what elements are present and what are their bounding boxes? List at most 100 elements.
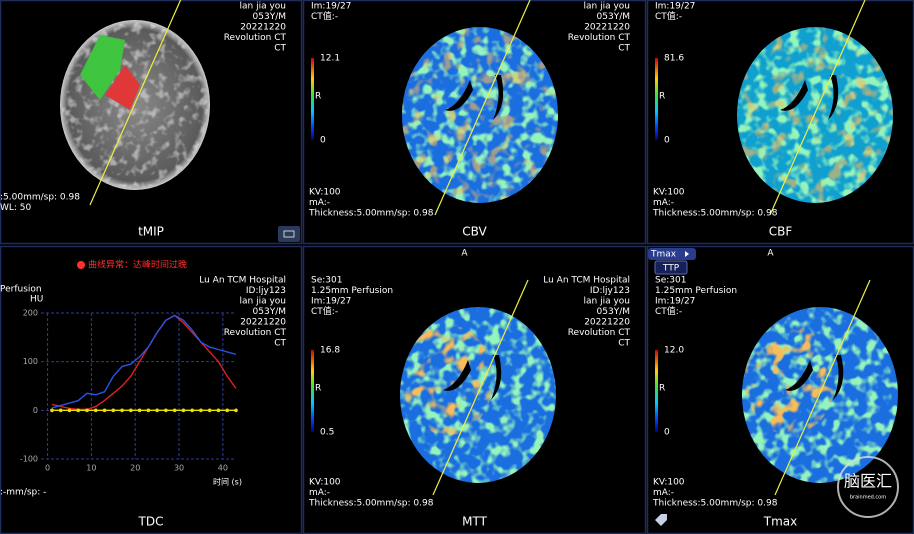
data-point xyxy=(155,408,159,413)
reference-line xyxy=(774,279,871,496)
brain-hot xyxy=(745,325,835,435)
data-point xyxy=(199,408,203,413)
info-text: Thickness:5.00mm/sp: 0.98 xyxy=(652,209,778,219)
image-area xyxy=(737,0,893,216)
info-text: 053Y/M xyxy=(253,307,286,317)
y-axis-label: HU xyxy=(30,295,43,305)
info-text: 20221220 xyxy=(584,318,630,328)
print-icon xyxy=(283,230,295,238)
brain-hot xyxy=(737,27,893,203)
color-bar xyxy=(655,350,658,432)
scale-max: 12.0 xyxy=(664,346,684,356)
tab-label[interactable]: Tmax xyxy=(650,250,677,260)
info-text: Revolution CT xyxy=(224,33,287,43)
y-tick-label: 100 xyxy=(23,357,38,366)
info-text: Lu An TCM Hospital xyxy=(543,276,630,286)
info-text: mA:- xyxy=(309,488,330,498)
info-text: CT xyxy=(274,44,286,54)
info-text: CT值:- xyxy=(311,10,338,22)
info-text: mA:- xyxy=(309,198,330,208)
info-text: KV:100 xyxy=(653,188,685,198)
ventricle xyxy=(785,355,844,400)
scale-max: 12.1 xyxy=(320,54,340,64)
ventricle xyxy=(443,355,502,400)
reference-line xyxy=(769,0,866,216)
data-point xyxy=(234,408,238,413)
tab[interactable] xyxy=(654,260,688,275)
info-text: :5.00mm/sp: 0.98 xyxy=(0,193,80,203)
data-point xyxy=(85,408,89,413)
brain-hot xyxy=(403,325,493,435)
info-text: Se:301 xyxy=(311,276,342,286)
data-point xyxy=(93,408,98,413)
info-text: 20221220 xyxy=(240,318,286,328)
info-text: lan jia you xyxy=(240,297,287,307)
data-point xyxy=(181,408,186,413)
data-point xyxy=(146,408,151,413)
image-area xyxy=(402,0,558,216)
x-tick-label: 20 xyxy=(130,464,140,473)
info-text: lan jia you xyxy=(584,297,631,307)
data-line xyxy=(51,314,237,411)
scale-min: 0.5 xyxy=(320,428,334,438)
info-text: :-mm/sp: - xyxy=(0,488,46,498)
scale-min: 0 xyxy=(320,136,326,146)
data-point xyxy=(129,408,133,413)
tag-icon[interactable] xyxy=(655,514,667,526)
watermark: 脑医汇 xyxy=(844,472,892,491)
panel-label: TDC xyxy=(138,515,164,529)
info-text: Im:19/27 xyxy=(311,2,351,12)
info-text: KV:100 xyxy=(309,478,341,488)
info-text: WL: 50 xyxy=(0,203,32,213)
color-bar xyxy=(311,350,314,432)
print-button[interactable] xyxy=(278,226,300,242)
info-text: Thickness:5.00mm/sp: 0.98 xyxy=(652,499,778,509)
info-text: 20221220 xyxy=(584,23,630,33)
scale-max: 81.6 xyxy=(664,54,684,64)
tab[interactable] xyxy=(648,248,696,260)
panel-label: Tmax xyxy=(763,515,797,529)
info-text: 053Y/M xyxy=(253,12,286,22)
data-point xyxy=(207,408,212,413)
info-text: ID:ljy123 xyxy=(590,286,630,296)
color-bar xyxy=(655,58,658,140)
ventricle xyxy=(445,75,504,120)
data-point xyxy=(172,408,177,413)
alert-text: 曲线异常：达峰时间过晚 xyxy=(88,259,187,271)
info-text: CT xyxy=(618,44,630,54)
reference-line xyxy=(432,279,529,496)
data-point xyxy=(50,408,54,413)
info-text: Revolution CT xyxy=(568,328,631,338)
info-text: Revolution CT xyxy=(568,33,631,43)
scale-mid: R xyxy=(659,92,665,102)
tab-arrow xyxy=(685,251,689,257)
orientation: A xyxy=(461,249,468,259)
x-tick-label: 40 xyxy=(218,464,228,473)
panel-label: tMIP xyxy=(138,225,164,239)
info-text: lan jia you xyxy=(240,2,287,12)
info-text: mA:- xyxy=(653,488,674,498)
info-text: Se:301 xyxy=(655,276,686,286)
info-text: CT xyxy=(618,339,630,349)
info-text: CT值:- xyxy=(655,305,682,317)
watermark-ring xyxy=(837,456,899,518)
data-point xyxy=(111,408,116,413)
brain-texture xyxy=(62,22,208,188)
y-tick-label: 0 xyxy=(33,406,38,415)
info-text: CT xyxy=(274,339,286,349)
scale-mid: R xyxy=(315,92,321,102)
image-area xyxy=(60,0,210,206)
info-text: Lu An TCM Hospital xyxy=(199,276,286,286)
x-tick-label: 0 xyxy=(45,464,50,473)
info-text: 1.25mm Perfusion xyxy=(311,286,393,296)
data-point xyxy=(120,408,124,413)
data-point xyxy=(102,408,107,413)
info-text: Im:19/27 xyxy=(655,2,695,12)
panel-label: CBF xyxy=(769,225,793,239)
y-tick-label: -100 xyxy=(20,455,38,464)
tab-label[interactable]: TTP xyxy=(662,264,680,274)
panel-label: MTT xyxy=(462,515,487,529)
scale-mid: R xyxy=(659,384,665,394)
alert-icon xyxy=(77,261,85,269)
